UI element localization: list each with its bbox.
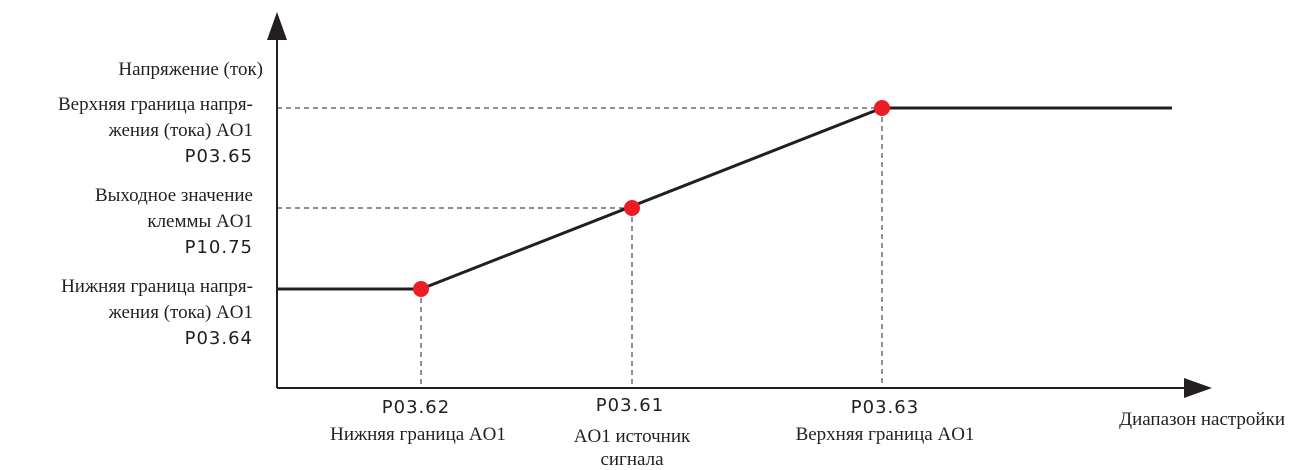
x-upper-label: Верхняя граница AO1 (796, 424, 975, 445)
y-output-code: P10.75 (185, 237, 253, 258)
y-axis-title: Напряжение (ток) (118, 59, 263, 80)
y-lower-label-line1: Нижняя граница напря- (61, 276, 253, 297)
x-axis-title: Диапазон настройки (1119, 409, 1285, 430)
x-axis-arrow (1184, 378, 1212, 398)
characteristic-line (277, 106, 1172, 291)
y-axis-arrow (267, 12, 287, 40)
y-lower-label-line2: жения (тока) AO1 (108, 302, 253, 323)
x-lower-code: P03.62 (382, 397, 450, 418)
y-upper-label-line2: жения (тока) AO1 (108, 120, 253, 141)
x-source-code: P03.61 (596, 395, 664, 416)
y-lower-code: P03.64 (185, 328, 253, 349)
point-output (624, 200, 640, 216)
y-output-label-line2: клеммы AO1 (147, 211, 253, 232)
point-upper (874, 100, 890, 116)
x-lower-label: Нижняя граница AO1 (330, 424, 506, 445)
point-lower (413, 281, 429, 297)
x-source-label-line2: сигнала (600, 449, 664, 470)
y-upper-label-line1: Верхняя граница напря- (58, 94, 253, 115)
x-source-label-line1: AO1 источник (574, 426, 691, 447)
y-output-label-line1: Выходное значение (95, 185, 253, 206)
x-upper-code: P03.63 (851, 397, 919, 418)
y-upper-code: P03.65 (185, 146, 253, 167)
